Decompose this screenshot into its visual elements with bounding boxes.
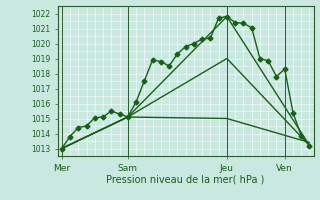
- X-axis label: Pression niveau de la mer( hPa ): Pression niveau de la mer( hPa ): [107, 174, 265, 184]
